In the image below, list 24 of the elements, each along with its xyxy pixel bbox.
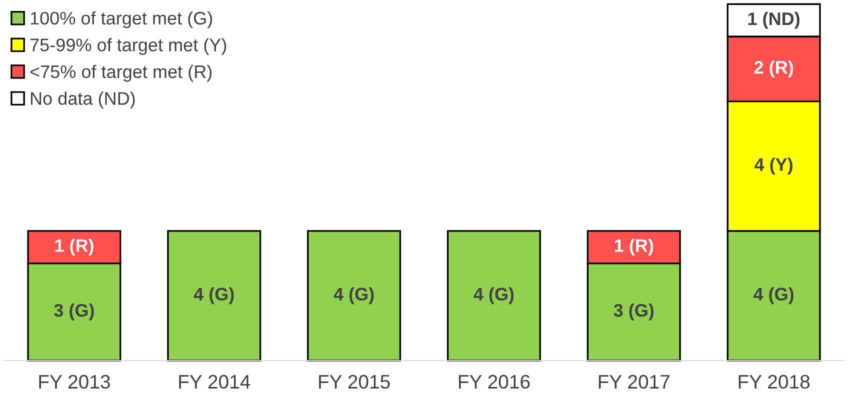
data-label: 4 (G) <box>754 287 794 304</box>
data-label: 1 (R) <box>614 238 654 256</box>
legend-label: <75% of target met (R) <box>30 64 212 82</box>
bar <box>446 230 541 362</box>
data-label: 4 (G) <box>334 287 374 304</box>
legend-label: No data (ND) <box>31 92 135 108</box>
legend-label: 100% of target met (G) <box>30 11 212 28</box>
x-tick-label: FY 2014 <box>179 374 250 389</box>
data-label: 4 (Y) <box>754 158 792 175</box>
data-label: 1 (R) <box>55 238 94 256</box>
x-tick-label: FY 2013 <box>39 374 110 389</box>
data-label: 3 (G) <box>614 303 654 320</box>
bar <box>167 230 262 362</box>
data-label: 3 (G) <box>54 303 94 320</box>
x-tick-label: FY 2017 <box>598 374 670 389</box>
data-label: 4 (G) <box>474 287 514 304</box>
data-label: 4 (G) <box>194 287 234 304</box>
legend-label: 75-99% of target met (Y) <box>30 38 226 55</box>
x-tick-label: FY 2015 <box>319 374 390 389</box>
x-tick-label: FY 2016 <box>458 374 530 389</box>
data-label: 1 (ND) <box>748 12 800 29</box>
bar <box>307 230 402 362</box>
x-tick-label: FY 2018 <box>738 374 810 389</box>
data-label: 2 (R) <box>754 60 793 78</box>
